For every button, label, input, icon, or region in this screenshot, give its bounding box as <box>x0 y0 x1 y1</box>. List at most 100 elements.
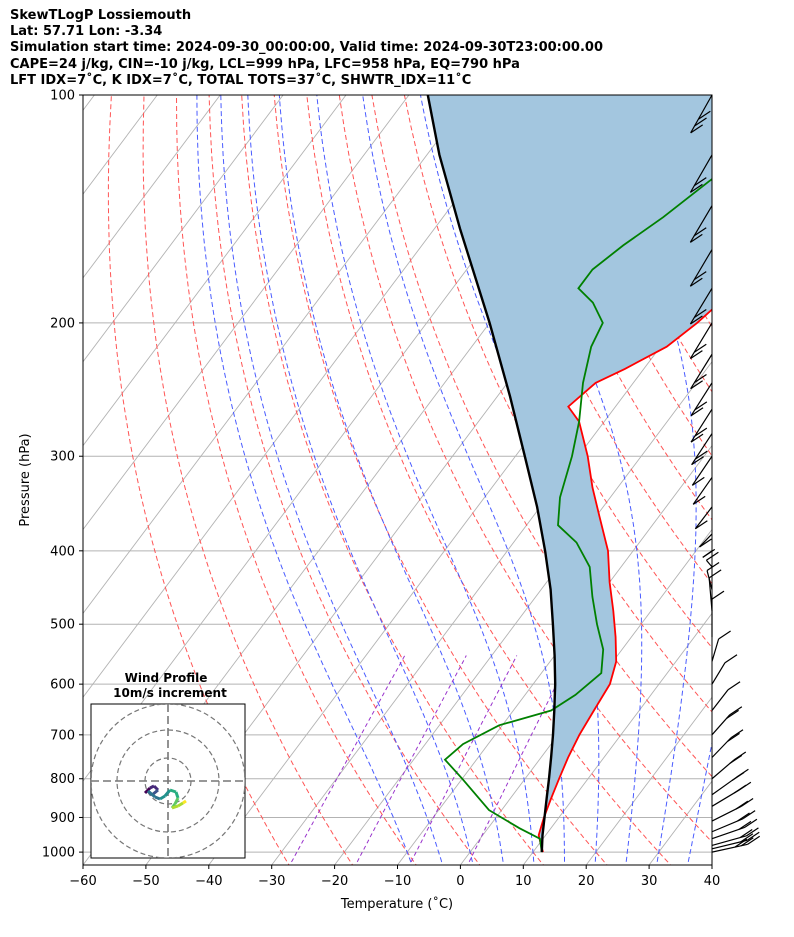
barb-flag <box>744 818 758 828</box>
moist-adiabat <box>196 95 413 865</box>
wind-barb <box>691 433 713 466</box>
barb-staff <box>691 455 713 486</box>
barb-staff <box>711 689 729 711</box>
wind-barb <box>711 729 744 758</box>
y-tick-label: 700 <box>50 728 75 743</box>
chart-title: SkewTLogP Lossiemouth <box>10 8 192 23</box>
isotherm-line <box>83 95 284 363</box>
moist-adiabat <box>247 95 474 865</box>
barb-flag <box>690 380 703 390</box>
isotherm-line <box>334 361 712 865</box>
barb-flag <box>693 177 707 187</box>
barb-flag <box>690 233 703 243</box>
barb-flag <box>706 551 719 561</box>
dry-adiabat <box>208 95 481 865</box>
wind-barb <box>711 751 747 780</box>
barb-flag <box>740 797 754 807</box>
wind-barb <box>692 477 713 505</box>
hodograph-subtitle: 10m/s increment <box>113 686 227 700</box>
barb-flag <box>731 771 745 781</box>
barb-flag <box>690 277 703 287</box>
profile-layer <box>426 95 712 853</box>
wind-barb <box>711 630 731 662</box>
barb-flag <box>706 562 720 572</box>
barb-staff <box>689 287 713 325</box>
wind-barb <box>691 455 713 486</box>
barb-flag <box>737 812 750 822</box>
wind-barb <box>711 681 741 711</box>
mixing-ratio-line <box>467 655 572 865</box>
hodograph-trace <box>147 789 156 799</box>
dry-adiabat <box>273 95 608 865</box>
barb-flag <box>727 681 741 691</box>
barb-flag <box>694 401 708 411</box>
barb-flag <box>747 835 761 845</box>
y-tick-label: 200 <box>50 316 75 331</box>
wind-barb <box>694 506 713 530</box>
wind-barb <box>711 827 759 847</box>
barb-staff <box>708 577 713 611</box>
barb-staff <box>689 154 713 193</box>
barb-flag <box>735 800 749 810</box>
isotherm-line <box>585 696 712 865</box>
parcel-line <box>426 95 557 853</box>
dry-adiabat <box>534 95 712 457</box>
wind-barb <box>711 706 743 736</box>
barb-staff <box>692 477 713 505</box>
wind-barb <box>711 590 725 638</box>
dry-adiabat <box>730 95 794 868</box>
barb-staff <box>690 353 713 390</box>
time-line: Simulation start time: 2024-09-30_00:00:… <box>10 40 603 56</box>
mixing-ratio-line <box>289 655 406 865</box>
wind-barb <box>689 322 713 360</box>
barb-flag <box>699 538 712 548</box>
dry-adiabat <box>142 95 354 865</box>
barb-staff <box>711 662 726 685</box>
barb-flag <box>729 754 743 764</box>
y-tick-label: 500 <box>50 618 75 633</box>
wind-barb <box>711 818 758 840</box>
moist-adiabat <box>278 95 505 865</box>
x-tick-label: −10 <box>384 874 411 889</box>
barb-staff <box>690 408 713 443</box>
barb-flag <box>691 476 705 486</box>
hodograph-inset: Wind Profile 10m/s increment <box>90 671 246 859</box>
barb-flag <box>702 548 716 558</box>
barb-flag <box>738 820 752 830</box>
hodograph-trace <box>174 791 180 799</box>
wind-barb <box>689 249 713 287</box>
barb-flag <box>739 829 753 839</box>
hodograph-trace <box>169 788 177 794</box>
hodograph-inner <box>91 704 245 858</box>
title-block: SkewTLogP Lossiemouth Lat: 57.71 Lon: -3… <box>10 8 790 89</box>
location-line: Lat: 57.71 Lon: -3.34 <box>10 24 163 40</box>
wind-barb <box>706 562 720 590</box>
indices-line: LFT IDX=7˚C, K IDX=7˚C, TOTAL TOTS=37˚C,… <box>10 72 472 88</box>
moist-adiabat <box>220 95 444 865</box>
barb-staff <box>689 322 713 359</box>
wind-barb <box>711 810 756 833</box>
wind-barb <box>711 654 738 685</box>
dry-adiabat <box>763 95 794 868</box>
moist-adiabat <box>718 95 794 870</box>
x-tick-label: 40 <box>704 874 721 889</box>
barb-flag <box>690 407 704 417</box>
hodograph-trace <box>154 795 161 801</box>
isotherm-line <box>711 864 712 865</box>
barb-flag <box>694 450 708 460</box>
hodograph-trace <box>182 799 187 805</box>
wind-barbs <box>689 94 761 853</box>
y-axis-label: Pressure (hPa) <box>18 433 33 526</box>
hodograph-trace <box>159 794 166 801</box>
isotherm-line <box>83 95 95 111</box>
mixing-ratio-line <box>409 655 518 865</box>
barb-flag <box>729 706 743 716</box>
barb-flag <box>693 343 707 353</box>
barb-flag <box>690 124 704 134</box>
barb-flag <box>693 309 707 319</box>
wind-barb <box>699 533 713 548</box>
x-axis-label: Temperature (˚C) <box>340 896 453 912</box>
y-tick-label: 300 <box>50 450 75 465</box>
barb-flag <box>695 520 708 530</box>
